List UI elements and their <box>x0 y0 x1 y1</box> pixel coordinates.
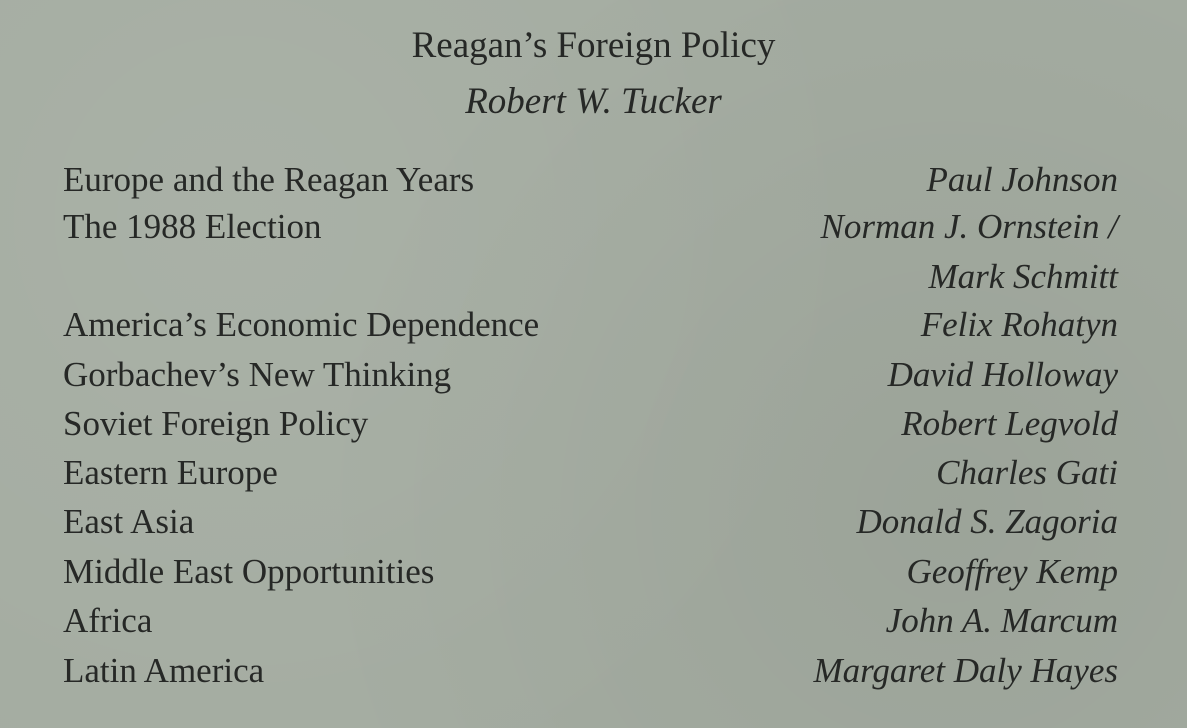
entry-title: Middle East Opportunities <box>63 552 435 591</box>
entry-author: Margaret Daly Hayes <box>813 651 1118 690</box>
contents-entry: Middle East Opportunities Geoffrey Kemp <box>63 552 1118 600</box>
contents-entry: Africa John A. Marcum <box>63 601 1118 649</box>
entry-title: Europe and the Reagan Years <box>63 160 475 199</box>
contents-entry: Mark Schmitt <box>63 257 1118 305</box>
entry-title: Soviet Foreign Policy <box>63 404 369 443</box>
entry-title: The 1988 Election <box>63 207 322 246</box>
contents-entry: East Asia Donald S. Zagoria <box>63 502 1118 550</box>
entry-author: Felix Rohatyn <box>920 305 1118 344</box>
entry-author: Geoffrey Kemp <box>906 552 1118 591</box>
entry-author: Charles Gati <box>936 453 1118 492</box>
contents-entry: Eastern Europe Charles Gati <box>63 453 1118 501</box>
entry-author: David Holloway <box>887 355 1118 394</box>
entry-author: Mark Schmitt <box>928 257 1118 296</box>
entry-author: Robert Legvold <box>901 404 1118 443</box>
entry-author: Norman J. Ornstein / <box>820 207 1119 246</box>
contents-entry: America’s Economic Dependence Felix Rohat… <box>63 305 1118 353</box>
contents-entry: Europe and the Reagan Years Paul Johnson <box>63 160 1118 208</box>
entry-title: Africa <box>63 601 153 640</box>
contents-entry: Gorbachev’s New Thinking David Holloway <box>63 355 1118 403</box>
contents-entry: Soviet Foreign Policy Robert Legvold <box>63 404 1118 452</box>
contents-entry: Latin America Margaret Daly Hayes <box>63 651 1118 699</box>
entry-title: Gorbachev’s New Thinking <box>63 355 452 394</box>
entry-title: East Asia <box>63 502 195 541</box>
entry-author: Paul Johnson <box>926 160 1118 199</box>
entry-author: John A. Marcum <box>885 601 1118 640</box>
entry-title: Latin America <box>63 651 265 690</box>
entry-author: Donald S. Zagoria <box>856 502 1118 541</box>
entry-title: America’s Economic Dependence <box>63 305 540 344</box>
page-author: Robert W. Tucker <box>465 81 722 122</box>
page-title: Reagan’s Foreign Policy <box>411 25 776 66</box>
contents-entry: The 1988 Election Norman J. Ornstein / <box>63 207 1118 255</box>
entry-title: Eastern Europe <box>63 453 278 492</box>
